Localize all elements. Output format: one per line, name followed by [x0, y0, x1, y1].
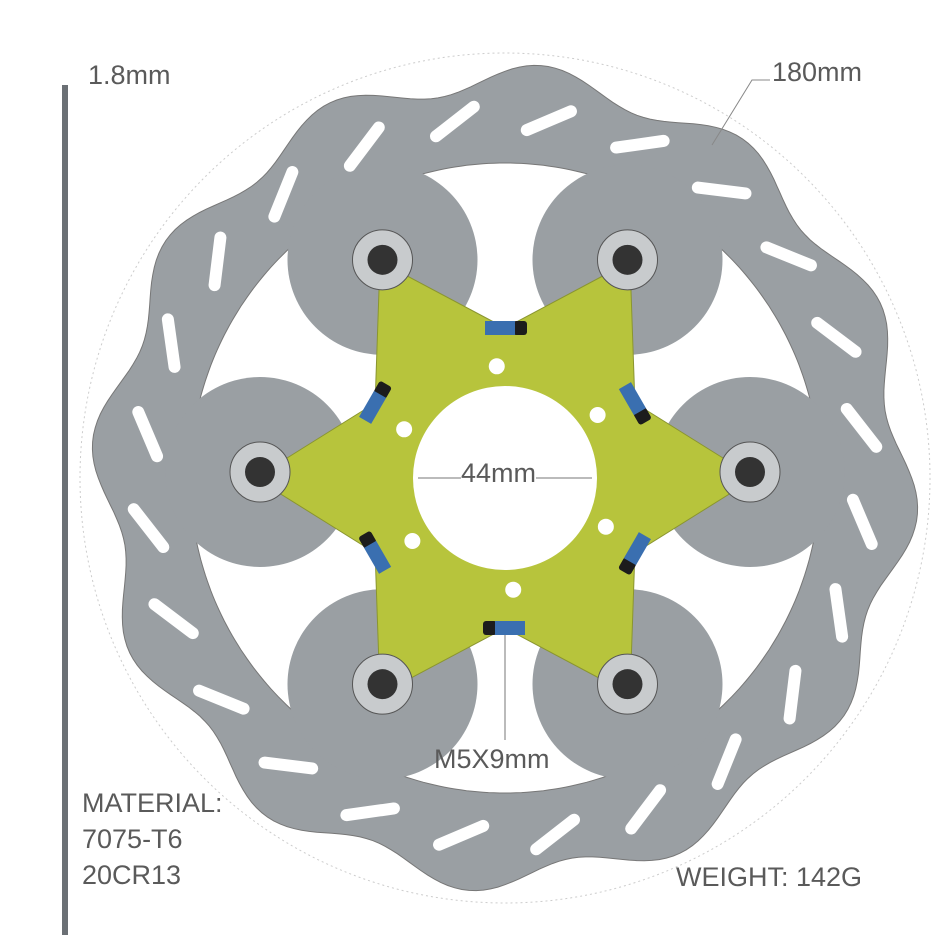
rotor-slot	[340, 802, 400, 822]
bolt-icon	[618, 382, 651, 425]
bolt-thread	[364, 540, 392, 574]
rotor-slot	[433, 819, 490, 851]
diameter-leader-line	[711, 79, 770, 146]
mount-hole	[396, 421, 413, 438]
weight-label: WEIGHT: 142G	[676, 862, 863, 892]
rotor-slot	[530, 813, 581, 856]
rotor-slot	[208, 231, 227, 292]
rotor-slot	[711, 733, 742, 790]
rotor-thickness-edge	[62, 85, 68, 935]
bolt-size-label: M5X9mm	[434, 744, 550, 774]
rotor-slot	[691, 181, 752, 200]
rotor-slot	[811, 316, 862, 358]
material-label: MATERIAL:	[82, 788, 223, 818]
center-bore-label: 44mm	[461, 458, 537, 489]
material-carrier: 7075-T6	[82, 824, 183, 854]
material-rotor: 20CR13	[82, 860, 182, 890]
bolt-head	[513, 321, 527, 335]
rotor-slot	[829, 583, 849, 643]
diameter-label: 180mm	[772, 57, 863, 87]
bolt-head	[483, 621, 497, 635]
rivet-hole	[245, 457, 275, 487]
rivet-hole	[612, 244, 643, 275]
bolt-icon	[359, 381, 392, 424]
bolt-thread	[495, 621, 525, 635]
rotor-slot	[193, 684, 250, 715]
bolt-thread	[618, 382, 646, 416]
rotor-slot	[610, 134, 670, 154]
rotor-slot	[127, 503, 170, 554]
rotor-slot	[840, 402, 883, 453]
rotor-slot	[760, 241, 817, 272]
rivet-hole	[612, 669, 643, 700]
mount-hole	[589, 407, 606, 424]
bolt-icon	[483, 621, 525, 635]
rotor-slot	[161, 313, 181, 373]
mount-hole	[488, 358, 505, 375]
thickness-label: 1.8mm	[88, 60, 171, 90]
bolt-thread	[359, 390, 387, 424]
rotor-slot	[520, 105, 577, 137]
bolt-thread	[623, 532, 651, 566]
rotor-slot	[846, 493, 878, 550]
rotor-slot	[132, 406, 164, 463]
mount-hole	[505, 581, 522, 598]
rotor-slot	[148, 598, 199, 640]
diameter-guide-circle	[79, 52, 931, 904]
rivet-hole	[367, 244, 398, 275]
material-block: MATERIAL: 7075-T6 20CR13	[82, 785, 223, 893]
mount-hole	[597, 518, 614, 535]
rotor-slot	[429, 100, 480, 143]
bolt-icon	[618, 532, 651, 575]
bolts	[229, 229, 781, 715]
rotor-slot	[783, 664, 802, 725]
bolt-thread	[485, 321, 515, 335]
bolt-icon	[485, 321, 527, 335]
rotor-slot	[343, 121, 385, 172]
rotor-slot	[268, 166, 299, 223]
rotor-slot	[625, 784, 667, 835]
rotor-slot	[258, 756, 319, 775]
rivet-hole	[735, 457, 765, 487]
bolt-icon	[359, 531, 392, 574]
rivet-hole	[367, 669, 398, 700]
mount-hole	[404, 532, 421, 549]
